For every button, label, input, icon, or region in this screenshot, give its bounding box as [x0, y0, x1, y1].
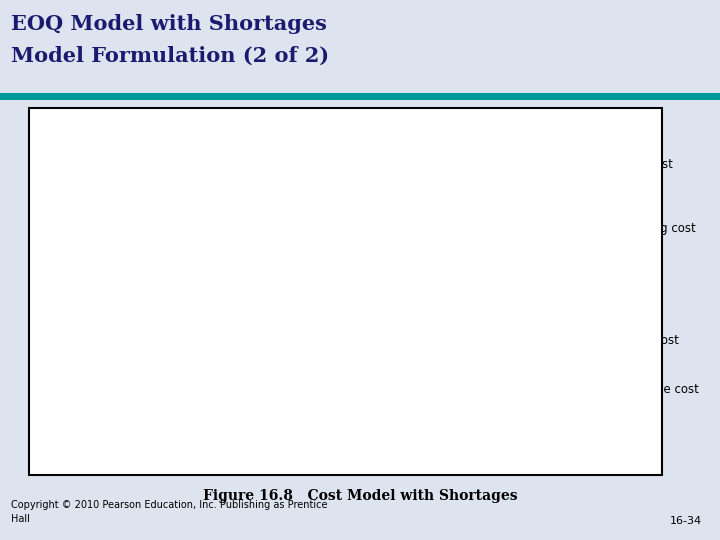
Text: $: $: [128, 115, 137, 129]
Text: Slope = 0: Slope = 0: [275, 204, 336, 291]
Text: Minimum: Minimum: [80, 289, 135, 302]
Text: Model Formulation (2 of 2): Model Formulation (2 of 2): [11, 46, 329, 66]
Text: Hall: Hall: [11, 514, 30, 524]
Text: EOQ Model with Shortages: EOQ Model with Shortages: [11, 14, 327, 33]
Text: Order cost: Order cost: [617, 334, 678, 347]
Text: 16-34: 16-34: [670, 516, 702, 526]
Text: $Q_{opt}$: $Q_{opt}$: [318, 456, 344, 473]
Text: Q: Q: [636, 450, 647, 464]
Text: Shortage cost: Shortage cost: [617, 383, 698, 396]
Text: cost: cost: [110, 302, 135, 315]
Text: Copyright © 2010 Pearson Education, Inc. Publishing as Prentice: Copyright © 2010 Pearson Education, Inc.…: [11, 500, 328, 510]
Text: 0: 0: [140, 456, 148, 469]
Text: Carrying cost: Carrying cost: [617, 221, 696, 234]
Text: Total cost: Total cost: [617, 158, 672, 171]
Text: Cost: Cost: [34, 268, 48, 299]
Text: Figure 16.8   Cost Model with Shortages: Figure 16.8 Cost Model with Shortages: [203, 489, 517, 503]
